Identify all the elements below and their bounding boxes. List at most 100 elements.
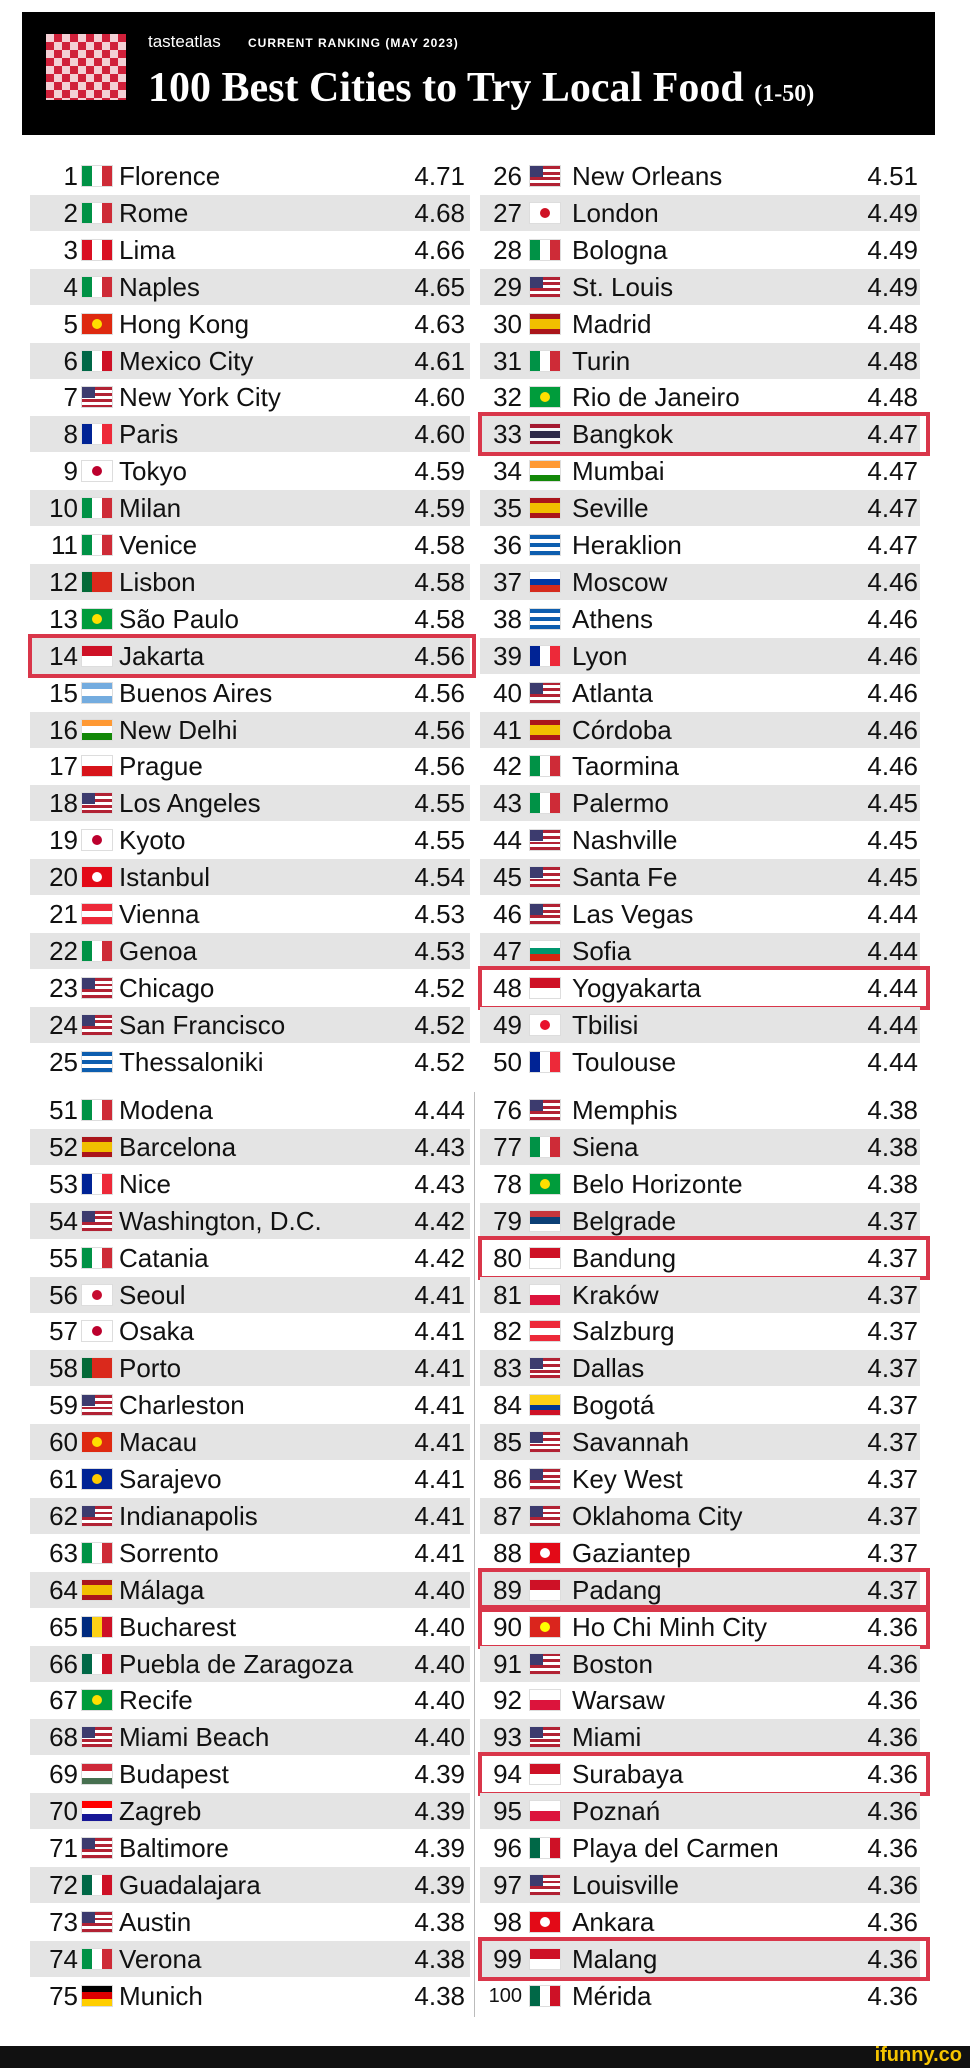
flag [530,166,560,186]
flag-stripe [530,328,560,334]
flag [82,166,112,186]
flag-stripe [82,732,112,740]
score: 4.42 [414,1205,465,1236]
flag [530,387,560,408]
flag-stripe [530,904,560,907]
flag-stripe [530,1700,560,1711]
ranking-row: 37 Moscow 4.46 [480,563,920,600]
flag-stripe [530,947,560,955]
flag [82,1136,112,1157]
highlight-box [478,1936,930,1981]
score: 4.37 [867,1500,918,1531]
rank: 48 [493,972,522,1003]
flag-stripe [530,434,560,438]
flag-stripe [82,682,112,690]
city: New Orleans [572,161,723,191]
city: Charleston [119,1390,245,1421]
flag-stripe [530,1217,560,1225]
flag-stripe [102,571,112,592]
score: 4.49 [867,197,918,228]
city: Madrid [572,308,652,339]
ranking-row: 98 Ankara 4.36 [480,1904,920,1940]
city: Rio de Janeiro [572,382,740,413]
flag-stripe [82,1067,112,1072]
flag-stripe [82,1216,112,1220]
city: Padang [572,1574,662,1605]
score: 4.41 [414,1500,465,1531]
flag [82,1210,112,1231]
flag-stripe [530,1511,560,1515]
flag-stripe [82,1017,112,1021]
flag-stripe [530,1517,560,1521]
city: Las Vegas [572,899,694,929]
ranking-row: 60 Macau 4.41 [30,1424,470,1461]
flag [530,1321,560,1342]
brand: tasteatlas [148,32,221,51]
flag [82,1542,112,1563]
flag-stripe [540,239,550,260]
flag-stripe [102,1948,112,1969]
flag-stripe [82,804,112,808]
flag-stripe [82,1764,112,1771]
flag-stripe [530,1985,540,2006]
score: 4.43 [414,1168,465,1199]
rank: 82 [493,1316,522,1347]
flag-emblem [92,835,102,846]
flag-stripe [530,508,560,514]
flag-stripe [530,921,560,924]
flag-emblem [92,613,102,624]
rank: 77 [493,1131,522,1162]
flag-stripe [82,1020,112,1024]
flag-stripe [82,1514,112,1518]
flag-stripe [82,1579,112,1585]
flag-stripe [82,645,112,656]
flag-stripe [92,1542,102,1563]
rank: 89 [493,1574,522,1605]
flag-stripe [530,1480,560,1484]
flag-stripe [530,1892,560,1895]
ranking-row: 78 Belo Horizonte 4.38 [480,1166,920,1202]
flag-stripe [530,1361,560,1365]
rank: 30 [493,308,522,339]
score: 4.54 [414,862,465,893]
ranking-row: 86 Key West 4.37 [480,1461,920,1497]
flag [530,313,560,334]
rank: 31 [493,345,522,376]
flag-stripe [82,1777,112,1785]
flag-stripe [550,793,560,814]
flag-canton [82,1505,95,1517]
ranking-row: 96 Playa del Carmen 4.36 [480,1830,920,1866]
score: 4.56 [414,714,465,745]
flag [530,756,560,777]
flag-stripe [530,547,560,551]
rank: 26 [493,161,522,191]
rank: 4 [63,271,78,302]
score: 4.41 [414,1316,465,1347]
flag [530,682,560,703]
flag-stripe [530,571,560,579]
score: 4.36 [867,1722,918,1753]
flag-stripe [82,994,112,998]
flag [82,940,112,961]
flag [530,1505,560,1526]
city: Bogotá [572,1390,655,1421]
ranking-row: 20 Istanbul 4.54 [30,859,470,896]
ranking-row: 14 Jakarta 4.56 [30,637,470,674]
rank: 69 [49,1759,78,1790]
flag-stripe [530,313,560,319]
ranking-row: 7 New York City 4.60 [30,379,470,415]
score: 4.41 [414,1353,465,1384]
flag-stripe [530,585,560,592]
ranking-row: 13 São Paulo 4.58 [30,601,470,637]
rank: 68 [49,1722,78,1753]
flag-stripe [530,1471,560,1475]
rank: 34 [493,456,522,487]
flag-stripe [82,1849,112,1853]
ranking-row: 100 Mérida 4.36 [480,1978,920,2014]
flag-emblem [540,392,550,403]
flag-stripe [82,404,112,408]
flag-stripe [82,202,92,223]
flag-stripe [530,869,560,873]
ranking-row: 55 Catania 4.42 [30,1240,470,1276]
